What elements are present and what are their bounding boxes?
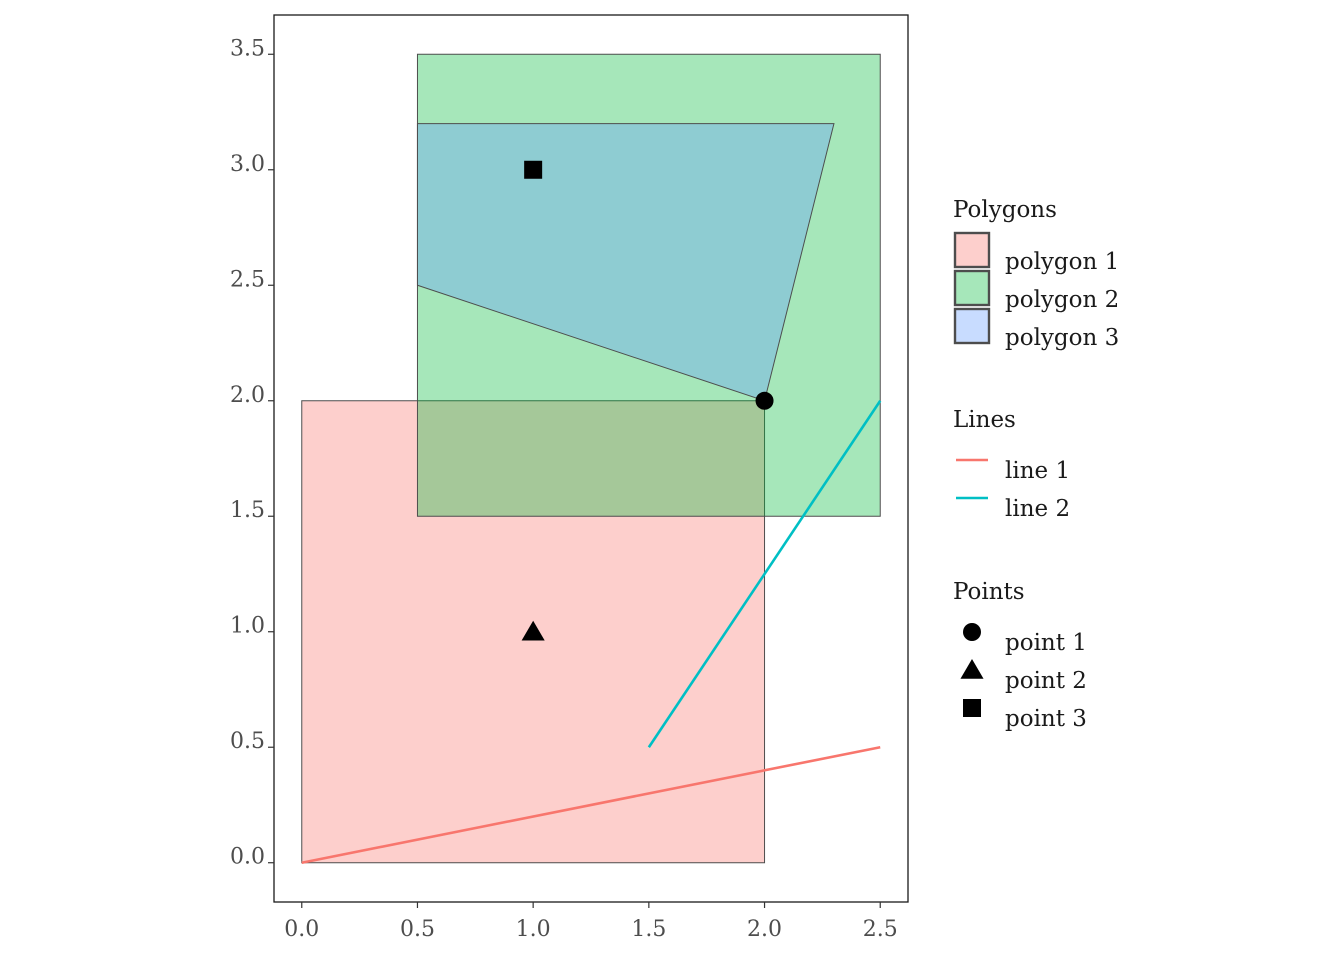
y-tick-label: 3.0 <box>230 152 265 177</box>
x-tick-label: 0.5 <box>400 917 435 942</box>
legend-key-polygon-1 <box>953 231 991 269</box>
legend-title-lines: Lines <box>953 407 1016 433</box>
y-tick-label: 0.5 <box>230 729 265 754</box>
x-tick-label: 1.5 <box>631 917 666 942</box>
y-tick-label: 0.0 <box>230 845 265 870</box>
legend-label-polygon-1: polygon 1 <box>1005 249 1119 275</box>
legend-label-line-1: line 1 <box>1005 458 1070 484</box>
legend-label-point-1: point 1 <box>1005 630 1087 656</box>
legend-key-polygon-3 <box>953 307 991 345</box>
line-1 <box>301 745 881 865</box>
legend-title-points: Points <box>953 579 1025 605</box>
plot-area: 0.0 0.5 1.0 1.5 2.0 2.5 0.0 0.5 1.0 1.5 2.0 2.5 3.0 3… <box>230 14 909 942</box>
legend-key-polygon-2 <box>953 269 991 307</box>
legend-label-point-3: point 3 <box>1005 706 1087 732</box>
y-tick-label: 2.0 <box>230 383 265 408</box>
legend-key-bg <box>955 271 989 305</box>
point-2 <box>521 620 545 641</box>
line-2 <box>647 400 882 748</box>
legend-key-bg <box>955 233 989 267</box>
legend-label-line-2: line 2 <box>1005 496 1070 522</box>
legend-label-polygon-3: polygon 3 <box>1005 325 1119 351</box>
legend: Polygons polygon 1 polygon 2 polygon 3 Lines… <box>953 197 1119 732</box>
legend-title-polygons: Polygons <box>953 197 1057 223</box>
legend-key-bg <box>955 309 989 343</box>
point-3 <box>524 160 543 179</box>
polygon-3 <box>416 123 835 402</box>
y-tick-label: 1.0 <box>230 614 265 639</box>
x-tick-label: 2.0 <box>747 917 782 942</box>
x-tick-label: 1.0 <box>516 917 551 942</box>
panel-border <box>273 14 909 903</box>
legend-key-point-1 <box>963 623 981 641</box>
legend-label-point-2: point 2 <box>1005 668 1087 694</box>
legend-label-polygon-2: polygon 2 <box>1005 287 1119 313</box>
legend-key-point-3 <box>963 699 981 717</box>
y-tick-label: 1.5 <box>230 498 265 523</box>
y-tick-label: 3.5 <box>230 36 265 61</box>
legend-key-point-2 <box>960 659 984 679</box>
y-tick-label: 2.5 <box>230 267 265 292</box>
x-tick-label: 2.5 <box>863 917 898 942</box>
point-1 <box>755 391 774 410</box>
x-tick-label: 0.0 <box>284 917 319 942</box>
